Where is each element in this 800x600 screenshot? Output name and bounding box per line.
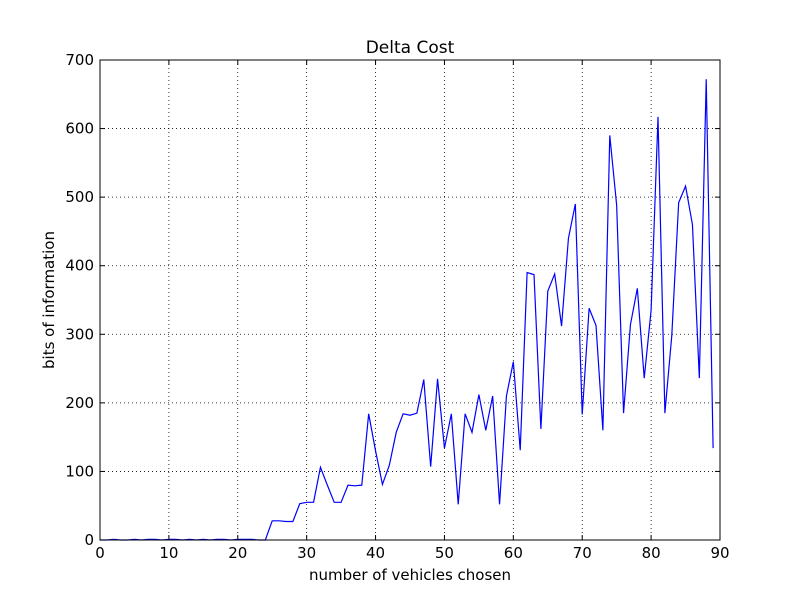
- y-tick-label: 0: [84, 531, 94, 549]
- x-tick-label: 10: [159, 544, 178, 562]
- x-axis-label: number of vehicles chosen: [309, 566, 511, 584]
- chart-title: Delta Cost: [366, 38, 455, 58]
- y-tick-label: 600: [65, 120, 94, 138]
- y-tick-label: 300: [65, 325, 94, 343]
- y-tick-label: 500: [65, 188, 94, 206]
- y-axis-label: bits of information: [40, 231, 58, 369]
- y-tick-label: 100: [65, 462, 94, 480]
- y-tick-label: 400: [65, 257, 94, 275]
- x-tick-label: 20: [228, 544, 247, 562]
- x-tick-label: 50: [435, 544, 454, 562]
- x-tick-label: 30: [297, 544, 316, 562]
- y-tick-label: 200: [65, 394, 94, 412]
- series-line-0: [100, 79, 714, 541]
- x-tick-label: 70: [573, 544, 592, 562]
- y-tick-label: 700: [65, 51, 94, 69]
- tick-layer: 0 10 20 30 40 50 60 70 80 90 0 100 200 300 400 500 600 70…: [65, 51, 729, 562]
- x-tick-label: 80: [642, 544, 661, 562]
- grid-lines: [100, 60, 720, 540]
- plot-frame: [99, 59, 721, 541]
- x-tick-label: 0: [95, 544, 105, 562]
- x-tick-label: 90: [710, 544, 729, 562]
- x-tick-label: 40: [366, 544, 385, 562]
- x-tick-label: 60: [504, 544, 523, 562]
- series-layer: [100, 79, 714, 541]
